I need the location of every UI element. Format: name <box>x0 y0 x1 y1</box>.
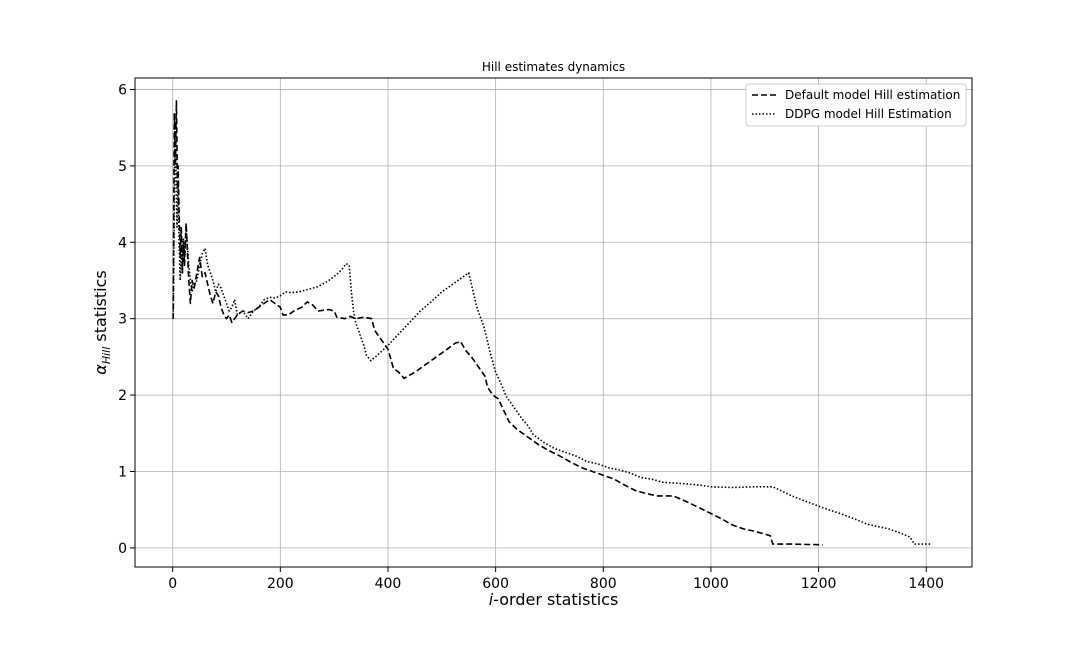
x-tick-label: 800 <box>590 576 617 592</box>
x-axis-label: i-order statistics <box>489 590 619 609</box>
series-lines <box>172 100 932 546</box>
y-tick-label: 0 <box>118 541 127 557</box>
x-tick-label: 200 <box>267 576 294 592</box>
legend-box <box>745 83 967 127</box>
x-tick-label: 600 <box>482 576 509 592</box>
x-tick-label: 0 <box>168 576 177 592</box>
chart-title: Hill estimates dynamics <box>482 60 625 74</box>
y-tick-label: 5 <box>118 159 127 175</box>
y-tick-label: 3 <box>118 312 127 328</box>
y-axis-label: αHill statistics <box>91 270 113 374</box>
x-tick-label: 400 <box>375 576 402 592</box>
y-axis-label-subscript: Hill <box>100 347 113 364</box>
plot-frame <box>134 77 973 568</box>
x-tick-label: 1400 <box>908 576 944 592</box>
y-axis-label-symbol: α <box>91 364 110 375</box>
x-tick-label: 1200 <box>801 576 837 592</box>
x-tick-label: 1000 <box>693 576 729 592</box>
legend-label-default: Default model Hill estimation <box>785 88 960 102</box>
x-axis-label-rest: -order statistics <box>493 590 618 609</box>
grid <box>135 78 972 567</box>
y-tick-label: 1 <box>118 464 127 480</box>
y-axis-label-rest: statistics <box>91 270 110 346</box>
ticks: 0 200 400 600 800 1000 1200 1400 0 1 2 3 4 5 6 <box>118 82 944 592</box>
y-tick-label: 4 <box>118 235 127 251</box>
legend-label-ddpg: DDPG model Hill Estimation <box>785 107 952 121</box>
y-tick-label: 6 <box>118 82 127 98</box>
x-axis-label-italic: i <box>489 590 494 609</box>
y-tick-label: 2 <box>118 388 127 404</box>
legend: Default model Hill estimation DDPG model… <box>745 83 967 127</box>
series-line-default <box>172 100 823 546</box>
series-line-ddpg <box>172 119 932 545</box>
